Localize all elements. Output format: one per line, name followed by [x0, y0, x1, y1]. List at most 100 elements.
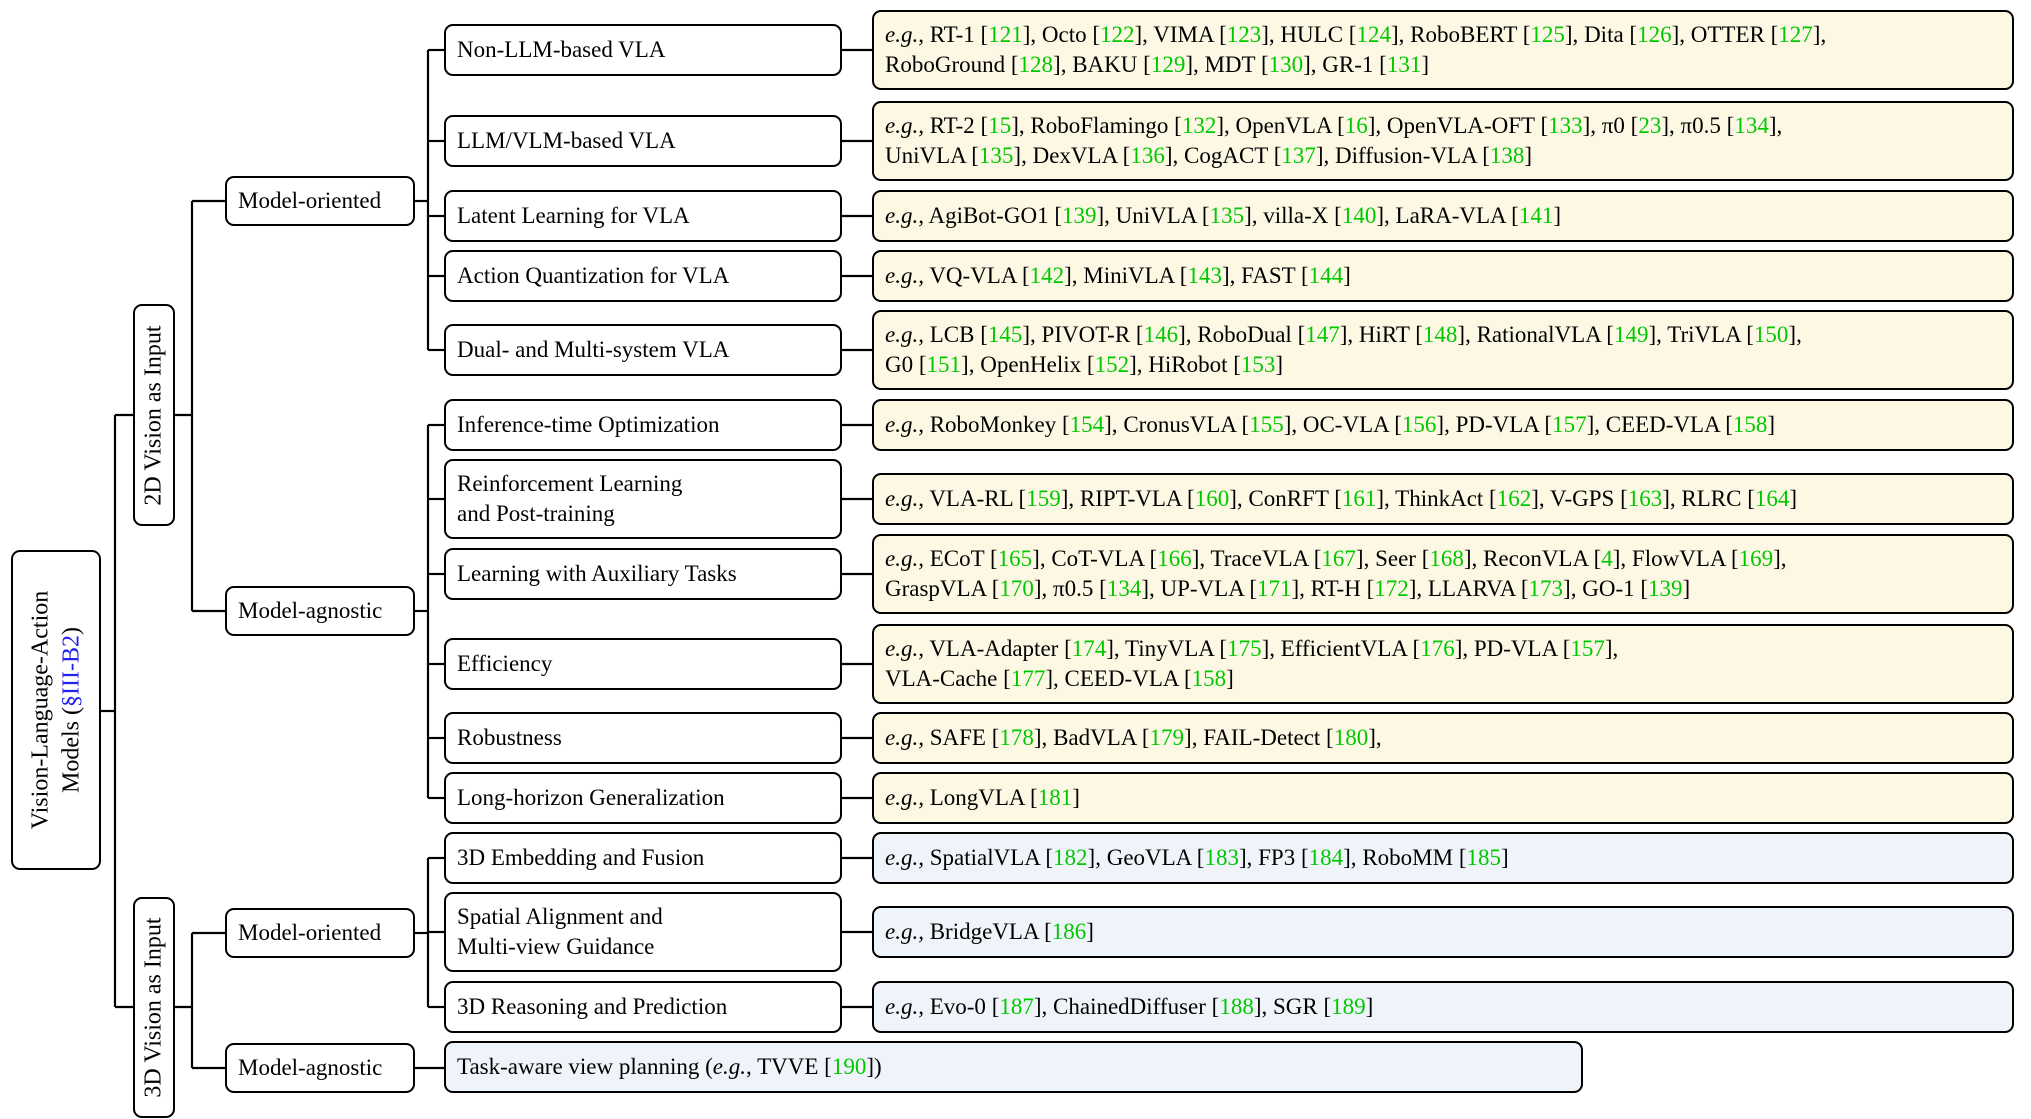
citation-link[interactable]: 126	[1637, 22, 1672, 47]
citation-link[interactable]: 151	[926, 352, 962, 377]
eg-prefix: e.g.,	[885, 845, 924, 870]
eg-prefix: e.g.,	[885, 322, 924, 347]
citation-link[interactable]: 152	[1094, 352, 1130, 377]
group-3d-model-agnostic: Model-agnostic	[225, 1043, 415, 1093]
citation-link[interactable]: 182	[1053, 845, 1088, 870]
citation-link[interactable]: 145	[987, 322, 1023, 347]
citation-link[interactable]: 175	[1227, 636, 1262, 661]
citation-link[interactable]: 132	[1181, 113, 1217, 138]
citation-link[interactable]: 185	[1466, 845, 1501, 870]
citation-link[interactable]: 166	[1157, 546, 1192, 571]
method-name: RoboFlamingo	[1030, 113, 1169, 138]
citation-link[interactable]: 135	[978, 143, 1014, 168]
eg-prefix: e.g.,	[885, 203, 924, 228]
section-ref-link[interactable]: §III-B2	[58, 635, 84, 707]
citation-link[interactable]: 23	[1638, 113, 1662, 138]
citation-link[interactable]: 170	[999, 576, 1034, 601]
citation-link[interactable]: 163	[1627, 486, 1663, 511]
citation-link[interactable]: 162	[1496, 486, 1532, 511]
method-name: TinyVLA	[1125, 636, 1214, 661]
citation-link[interactable]: 165	[997, 546, 1033, 571]
citation-link[interactable]: 122	[1100, 22, 1135, 47]
citation-link[interactable]: 173	[1528, 576, 1564, 601]
citation-link[interactable]: 142	[1029, 263, 1065, 288]
citation-link[interactable]: 144	[1308, 263, 1344, 288]
citation-link[interactable]: 172	[1374, 576, 1409, 601]
citation-link[interactable]: 143	[1187, 263, 1222, 288]
citation-link[interactable]: 177	[1010, 666, 1046, 691]
method-name: RoboMM	[1362, 845, 1454, 870]
citation-link[interactable]: 164	[1754, 486, 1790, 511]
citation-link[interactable]: 129	[1150, 52, 1186, 77]
citation-link[interactable]: 179	[1149, 725, 1185, 750]
citation-link[interactable]: 137	[1281, 143, 1316, 168]
citation-link[interactable]: 176	[1420, 636, 1455, 661]
citation-link[interactable]: 148	[1422, 322, 1458, 347]
citation-link[interactable]: 157	[1570, 636, 1605, 661]
citation-link[interactable]: 125	[1530, 22, 1565, 47]
method-name: TraceVLA	[1210, 546, 1308, 571]
citation-link[interactable]: 188	[1219, 994, 1254, 1019]
citation-link[interactable]: 190	[831, 1054, 867, 1079]
citation-link[interactable]: 167	[1321, 546, 1356, 571]
citation-link[interactable]: 139	[1062, 203, 1097, 228]
citation-link[interactable]: 158	[1732, 412, 1768, 437]
citation-link[interactable]: 158	[1191, 666, 1227, 691]
citation-link[interactable]: 189	[1331, 994, 1366, 1019]
method-name: VLA-RL	[929, 486, 1013, 511]
citation-link[interactable]: 178	[999, 725, 1034, 750]
method-name: FlowVLA	[1631, 546, 1726, 571]
citation-link[interactable]: 127	[1778, 22, 1813, 47]
citation-link[interactable]: 174	[1071, 636, 1107, 661]
citation-link[interactable]: 131	[1386, 52, 1422, 77]
citation-link[interactable]: 183	[1204, 845, 1239, 870]
citation-link[interactable]: 16	[1344, 113, 1368, 138]
method-name: HULC	[1280, 22, 1344, 47]
examples-box: e.g., VLA-Adapter [174], TinyVLA [175], …	[872, 624, 2014, 704]
method-name: EfficientVLA	[1280, 636, 1407, 661]
citation-link[interactable]: 140	[1341, 203, 1377, 228]
citation-link[interactable]: 135	[1209, 203, 1245, 228]
citation-link[interactable]: 168	[1429, 546, 1464, 571]
citation-link[interactable]: 154	[1069, 412, 1105, 437]
citation-link[interactable]: 150	[1753, 322, 1789, 347]
category-label: Action Quantization for VLA	[457, 263, 730, 288]
category-3d-reasoning: 3D Reasoning and Prediction	[444, 981, 842, 1033]
citation-link[interactable]: 159	[1026, 486, 1061, 511]
citation-link[interactable]: 15	[988, 113, 1012, 138]
citation-link[interactable]: 134	[1106, 576, 1142, 601]
citation-link[interactable]: 136	[1130, 143, 1165, 168]
citation-link[interactable]: 171	[1256, 576, 1292, 601]
citation-link[interactable]: 169	[1738, 546, 1774, 571]
citation-link[interactable]: 147	[1305, 322, 1340, 347]
citation-link[interactable]: 155	[1249, 412, 1284, 437]
method-name: RIPT-VLA	[1079, 486, 1182, 511]
citation-link[interactable]: 160	[1194, 486, 1230, 511]
citation-link[interactable]: 186	[1051, 919, 1087, 944]
citation-link[interactable]: 187	[999, 994, 1034, 1019]
citation-link[interactable]: 153	[1240, 352, 1276, 377]
citation-link[interactable]: 124	[1356, 22, 1391, 47]
eg-prefix: e.g.,	[885, 919, 924, 944]
method-name: SAFE	[929, 725, 986, 750]
citation-link[interactable]: 146	[1143, 322, 1179, 347]
citation-link[interactable]: 121	[988, 22, 1023, 47]
citation-link[interactable]: 157	[1552, 412, 1587, 437]
citation-link[interactable]: 161	[1341, 486, 1377, 511]
citation-link[interactable]: 138	[1489, 143, 1525, 168]
citation-link[interactable]: 133	[1548, 113, 1583, 138]
citation-link[interactable]: 149	[1613, 322, 1649, 347]
citation-link[interactable]: 156	[1401, 412, 1437, 437]
citation-link[interactable]: 4	[1601, 546, 1613, 571]
citation-link[interactable]: 180	[1333, 725, 1369, 750]
citation-link[interactable]: 141	[1518, 203, 1554, 228]
citation-link[interactable]: 181	[1037, 785, 1073, 810]
method-name: GraspVLA	[885, 576, 986, 601]
citation-link[interactable]: 128	[1018, 52, 1054, 77]
citation-link[interactable]: 134	[1734, 113, 1769, 138]
citation-link[interactable]: 123	[1226, 22, 1262, 47]
citation-link[interactable]: 184	[1308, 845, 1344, 870]
citation-link[interactable]: 139	[1648, 576, 1683, 601]
citation-link[interactable]: 130	[1268, 52, 1304, 77]
method-name: OpenHelix	[980, 352, 1082, 377]
